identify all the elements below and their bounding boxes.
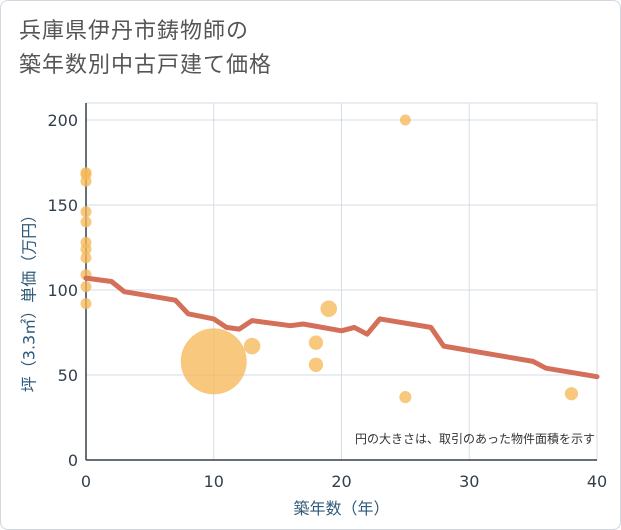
chart-title-line-2: 築年数別中古戸建て価格 xyxy=(19,53,273,78)
trend-line xyxy=(83,275,600,380)
grid-lines xyxy=(85,102,598,461)
data-points xyxy=(80,114,579,404)
data-point xyxy=(80,175,92,187)
y-tick-label: 0 xyxy=(68,451,78,470)
chart-title-line-1: 兵庫県伊丹市鋳物師の xyxy=(19,19,250,44)
data-point xyxy=(80,252,92,264)
chart-title: 兵庫県伊丹市鋳物師の 築年数別中古戸建て価格 xyxy=(19,15,272,83)
y-tick-label: 150 xyxy=(47,196,78,215)
y-axis-label: 坪（3.3㎡）単価（万円） xyxy=(20,207,39,392)
data-point xyxy=(80,216,92,228)
data-point xyxy=(180,328,247,395)
x-tick-label: 40 xyxy=(587,472,607,491)
data-point xyxy=(399,391,412,404)
x-tick-label: 0 xyxy=(81,472,91,491)
y-tick-label: 100 xyxy=(47,281,78,300)
size-legend-note: 円の大きさは、取引のあった物件面積を示す xyxy=(355,431,595,446)
data-point xyxy=(80,206,92,218)
data-point xyxy=(80,243,92,255)
y-tick-label: 200 xyxy=(47,111,78,130)
data-point xyxy=(80,281,92,293)
data-point xyxy=(243,337,261,355)
data-point xyxy=(308,335,324,350)
tick-labels: 0 10 20 30 40 0 50 100 150 200 xyxy=(47,111,607,491)
x-tick-label: 10 xyxy=(204,472,224,491)
x-tick-label: 20 xyxy=(331,472,351,491)
data-point xyxy=(80,298,92,310)
data-point xyxy=(308,357,324,372)
data-point xyxy=(564,387,579,401)
data-point xyxy=(320,300,337,317)
y-tick-label: 50 xyxy=(58,366,78,385)
x-tick-label: 30 xyxy=(459,472,479,491)
data-point xyxy=(399,114,411,126)
x-axis-label: 築年数（年） xyxy=(293,499,389,518)
